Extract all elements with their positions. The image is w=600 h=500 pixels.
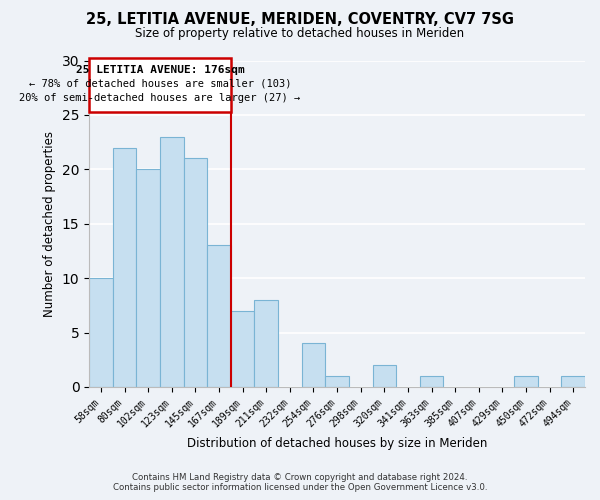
Bar	[562, 376, 585, 387]
Y-axis label: Number of detached properties: Number of detached properties	[43, 130, 56, 316]
Bar	[160, 136, 184, 387]
Text: 25 LETITIA AVENUE: 176sqm: 25 LETITIA AVENUE: 176sqm	[76, 65, 244, 75]
Text: 25, LETITIA AVENUE, MERIDEN, COVENTRY, CV7 7SG: 25, LETITIA AVENUE, MERIDEN, COVENTRY, C…	[86, 12, 514, 28]
Bar	[207, 246, 231, 387]
Bar	[420, 376, 443, 387]
Text: 20% of semi-detached houses are larger (27) →: 20% of semi-detached houses are larger (…	[19, 93, 301, 103]
Bar	[89, 278, 113, 387]
Bar	[302, 344, 325, 387]
FancyBboxPatch shape	[89, 58, 231, 112]
Bar	[113, 148, 136, 387]
Bar	[184, 158, 207, 387]
Bar	[325, 376, 349, 387]
Text: Size of property relative to detached houses in Meriden: Size of property relative to detached ho…	[136, 28, 464, 40]
Text: Contains HM Land Registry data © Crown copyright and database right 2024.
Contai: Contains HM Land Registry data © Crown c…	[113, 473, 487, 492]
X-axis label: Distribution of detached houses by size in Meriden: Distribution of detached houses by size …	[187, 437, 487, 450]
Bar	[136, 170, 160, 387]
Bar	[231, 311, 254, 387]
Bar	[373, 365, 396, 387]
Bar	[254, 300, 278, 387]
Text: ← 78% of detached houses are smaller (103): ← 78% of detached houses are smaller (10…	[29, 79, 291, 89]
Bar	[514, 376, 538, 387]
